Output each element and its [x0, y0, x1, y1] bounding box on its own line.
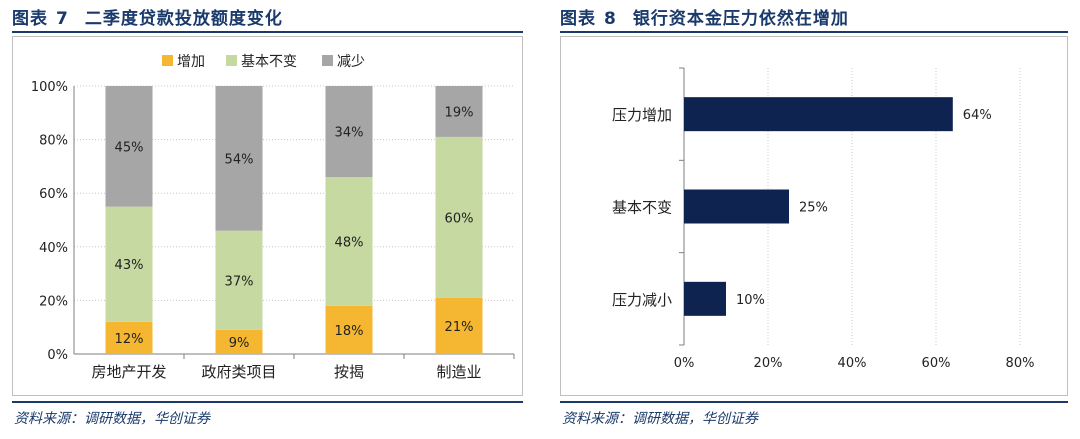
y-tick-label: 0%: [47, 348, 68, 363]
data-label: 10%: [736, 293, 765, 308]
bar-segment: [105, 206, 153, 322]
data-label: 60%: [445, 211, 474, 226]
x-tick-label: 制造业: [436, 363, 481, 381]
y-tick-label: 100%: [31, 80, 68, 95]
source-note: 资料来源：调研数据，华创证券: [562, 411, 758, 427]
data-label: 64%: [963, 108, 992, 123]
data-label: 21%: [445, 320, 474, 335]
bar: [684, 189, 789, 224]
figure-title-text: 银行资本金压力依然在增加: [632, 9, 849, 29]
figure-label: 图表: [12, 9, 48, 29]
bar-segment: [215, 86, 263, 231]
data-label: 54%: [225, 152, 254, 167]
data-label: 9%: [229, 336, 250, 351]
chart-border: [560, 36, 1068, 396]
figure-number: 8: [604, 9, 617, 29]
bar: [684, 97, 953, 132]
x-tick-label: 80%: [1006, 356, 1035, 371]
figure-number: 7: [56, 9, 69, 29]
data-label: 48%: [335, 235, 364, 250]
data-label: 37%: [225, 274, 254, 289]
data-label: 25%: [799, 201, 828, 216]
y-tick-label: 40%: [39, 241, 68, 256]
x-tick-label: 40%: [838, 356, 867, 371]
y-tick-label: 60%: [39, 187, 68, 202]
data-label: 43%: [115, 258, 144, 273]
data-label: 19%: [445, 105, 474, 120]
legend-label: 基本不变: [241, 53, 297, 70]
y-tick-label: 20%: [39, 294, 68, 309]
y-tick-label: 80%: [39, 134, 68, 149]
bar-segment: [435, 136, 483, 298]
horizontal-bar-chart: 0% 20% 40% 60% 80% 64% 压力增加 25% 基本不变 10% 压力减小: [560, 36, 1068, 396]
x-tick-label: 0%: [674, 356, 695, 371]
data-label: 18%: [335, 324, 364, 339]
bar-segment: [215, 230, 263, 330]
source-rule: [560, 401, 1068, 403]
bar-segment: [105, 86, 153, 207]
legend-swatch: [322, 55, 333, 66]
source-rule: [12, 401, 523, 403]
y-tick-label: 基本不变: [612, 199, 672, 217]
x-tick-label: 60%: [922, 356, 951, 371]
y-tick-label: 压力增加: [612, 106, 672, 124]
x-tick-label: 政府类项目: [201, 363, 276, 381]
bar-segment: [325, 177, 373, 306]
stacked-bar-chart: 0% 20% 40% 60% 80% 100% 12% 43% 45% 房地产开发 9% 37% 54%…: [12, 36, 523, 396]
data-label: 12%: [115, 332, 144, 347]
bar-segment: [325, 305, 373, 354]
figure-7-title: 图表 7 二季度贷款投放额度变化: [12, 4, 283, 29]
data-label: 45%: [115, 140, 144, 155]
bar-segment: [215, 329, 263, 354]
y-tick-label: 压力减小: [612, 291, 672, 309]
legend-label: 增加: [177, 54, 205, 70]
title-rule: [12, 31, 523, 33]
bar-segment: [325, 86, 373, 178]
data-label: 34%: [335, 126, 364, 141]
x-tick-label: 按揭: [334, 363, 364, 381]
legend-swatch: [162, 55, 173, 66]
chart-border: [12, 36, 523, 396]
bar-segment: [435, 297, 483, 354]
source-note: 资料来源：调研数据，华创证券: [14, 411, 210, 427]
figure-title-text: 二季度贷款投放额度变化: [84, 9, 283, 29]
bar: [684, 281, 726, 316]
x-tick-label: 房地产开发: [91, 363, 166, 381]
figure-label: 图表: [560, 9, 596, 29]
figure-7-panel: 图表 7 二季度贷款投放额度变化 0% 20% 40% 60% 80% 100% 12% 43% 4…: [0, 0, 525, 439]
legend-label: 减少: [337, 54, 365, 70]
x-tick-label: 20%: [754, 356, 783, 371]
bar-segment: [435, 86, 483, 137]
bar-segment: [105, 321, 153, 354]
legend-swatch: [226, 55, 237, 66]
title-rule: [560, 31, 1068, 33]
figure-8-panel: 图表 8 银行资本金压力依然在增加 0% 20% 40% 60% 80% 64% 压力增加 25%…: [548, 0, 1080, 439]
figure-8-title: 图表 8 银行资本金压力依然在增加: [560, 4, 849, 29]
